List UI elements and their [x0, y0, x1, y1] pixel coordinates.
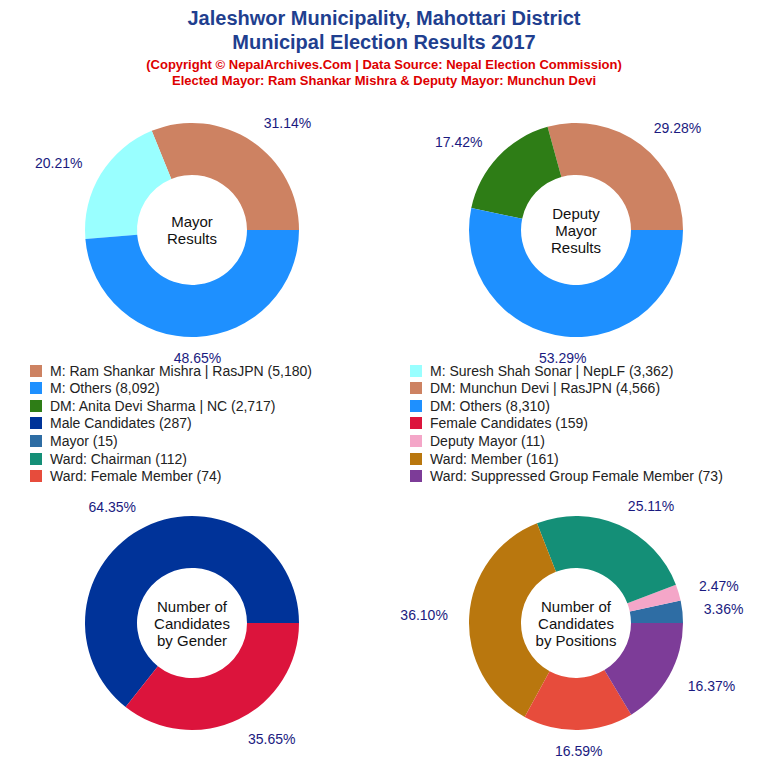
svg-text:3.36%: 3.36%	[704, 601, 744, 617]
svg-text:64.35%: 64.35%	[89, 499, 136, 515]
html-text:Ward: Member (161): Ward: Member (161)	[430, 450, 559, 467]
svg-text:29.28%: 29.28%	[654, 120, 701, 136]
html-text:M: Suresh Shah Sonar | NepLF (: M: Suresh Shah Sonar | NepLF (3,362)	[430, 362, 674, 379]
html-text:M: Ram Shankar Mishra | RasJPN: M: Ram Shankar Mishra | RasJPN (5,180)	[50, 362, 312, 379]
html-text:Candidates: Candidates	[538, 614, 614, 632]
html-text:Mayor (15): Mayor (15)	[50, 432, 118, 449]
html-text:Mayor: Mayor	[555, 221, 597, 239]
html-text:Deputy Mayor (11): Deputy Mayor (11)	[430, 432, 545, 449]
html-text:DM: Munchun Devi | RasJPN (4,5: DM: Munchun Devi | RasJPN (4,566)	[430, 380, 661, 397]
svg-text:48.65%: 48.65%	[174, 350, 221, 366]
html-text:(Copyright © NepalArchives.Com: (Copyright © NepalArchives.Com | Data So…	[146, 57, 622, 72]
svg-text:2.47%: 2.47%	[699, 578, 739, 594]
html-text:Results: Results	[551, 238, 601, 256]
html-text:DM: Anita Devi Sharma | NC (2,: DM: Anita Devi Sharma | NC (2,717)	[50, 397, 276, 414]
html-text:Municipal Election Results 201: Municipal Election Results 2017	[232, 31, 536, 53]
svg-text:35.65%: 35.65%	[248, 731, 295, 747]
html-text:Female Candidates (159): Female Candidates (159)	[430, 415, 588, 432]
svg-text:16.37%: 16.37%	[688, 678, 735, 694]
svg-text:25.11%: 25.11%	[628, 498, 674, 514]
svg-text:53.29%: 53.29%	[539, 350, 586, 366]
html-text:Elected Mayor: Ram Shankar Mis: Elected Mayor: Ram Shankar Mishra & Depu…	[172, 73, 596, 88]
html-text:Number of: Number of	[541, 597, 611, 615]
svg-text:36.10%: 36.10%	[400, 607, 447, 623]
html-text:DM: Others (8,310): DM: Others (8,310)	[430, 397, 550, 414]
html-text:Male Candidates (287): Male Candidates (287)	[50, 415, 192, 432]
svg-text:17.42%: 17.42%	[435, 134, 482, 150]
html-text:Ward: Chairman (112): Ward: Chairman (112)	[50, 450, 187, 467]
html-text:Number of: Number of	[157, 597, 227, 615]
svg-text:20.21%: 20.21%	[35, 155, 82, 171]
svg-text:31.14%: 31.14%	[264, 115, 311, 131]
html-text:by Positions: by Positions	[535, 631, 617, 649]
html-text:Ward: Female Member (74): Ward: Female Member (74)	[50, 468, 222, 485]
svg-text:16.59%: 16.59%	[555, 743, 602, 759]
html-text:Deputy: Deputy	[552, 204, 600, 222]
html-text:Candidates: Candidates	[154, 614, 230, 632]
html-text:Mayor: Mayor	[171, 213, 213, 230]
html-text:Jaleshwor Municipality, Mahott: Jaleshwor Municipality, Mahottari Distri…	[187, 7, 581, 29]
html-text:Ward: Suppressed Group Female: Ward: Suppressed Group Female Member (73…	[430, 468, 723, 485]
html-text:by Gender: by Gender	[157, 631, 227, 649]
html-text:M: Others (8,092): M: Others (8,092)	[50, 380, 160, 397]
html-text:Results: Results	[167, 230, 217, 247]
